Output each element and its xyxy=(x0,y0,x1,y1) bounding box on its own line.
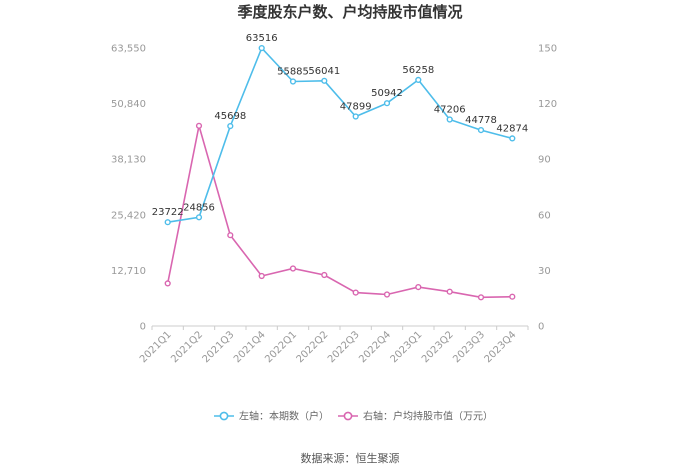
left-series-point xyxy=(164,219,171,226)
right-series-line xyxy=(166,125,513,299)
left-series-point xyxy=(509,135,516,142)
x-tick-label: 2022Q4 xyxy=(357,329,393,365)
data-label: 24856 xyxy=(183,202,215,213)
data-label: 63516 xyxy=(246,33,278,44)
right-series-point xyxy=(446,288,453,295)
right-series-point xyxy=(321,271,328,279)
left-series-point xyxy=(258,44,265,52)
right-axis-tick-label: 120 xyxy=(538,99,557,110)
data-label: 50942 xyxy=(371,88,403,99)
x-tick-label: 2021Q1 xyxy=(138,329,174,365)
right-series-point xyxy=(258,272,265,280)
data-label: 44778 xyxy=(465,115,497,126)
left-series-point xyxy=(195,214,203,221)
data-label: 23722 xyxy=(152,207,184,218)
legend-label: 右轴：户均持股市值（万元） xyxy=(363,410,493,423)
right-series-point xyxy=(164,280,171,287)
right-axis-tick-label: 60 xyxy=(538,210,551,221)
x-tick-label: 2022Q2 xyxy=(295,329,331,365)
left-series-point xyxy=(352,113,359,120)
source-note: 数据来源：恒生聚源 xyxy=(301,451,400,465)
right-series-point xyxy=(289,265,297,272)
right-series-point xyxy=(477,294,485,301)
left-series-point xyxy=(415,76,422,84)
right-series-point xyxy=(195,122,203,129)
x-tick-label: 2022Q1 xyxy=(263,329,299,365)
x-tick-label: 2023Q3 xyxy=(451,329,487,365)
x-tick-label: 2021Q2 xyxy=(169,329,205,365)
right-axis-tick-label: 30 xyxy=(538,266,551,277)
x-tick-label: 2021Q4 xyxy=(232,329,268,365)
data-label: 56041 xyxy=(308,66,340,77)
left-series-point xyxy=(477,127,485,134)
left-series-point xyxy=(446,116,453,123)
legend: 左轴：本期数（户） 右轴：户均持股市值（万元） xyxy=(214,410,493,423)
left-series-point xyxy=(289,78,297,85)
data-label: 55885 xyxy=(277,67,309,78)
right-series-point xyxy=(227,232,234,239)
series-layer: 23722 24856 45698 63516 55885 56041 47899 50942… xyxy=(152,33,528,301)
left-series-point xyxy=(383,100,391,107)
data-label: 42874 xyxy=(496,123,528,134)
x-tick-label: 2023Q2 xyxy=(420,329,456,365)
right-axis-tick-label: 90 xyxy=(538,155,551,166)
left-series-point xyxy=(321,77,328,84)
legend-marker xyxy=(219,411,229,421)
data-label: 45698 xyxy=(214,111,246,122)
x-tick-label: 2021Q3 xyxy=(201,329,237,365)
left-series-point xyxy=(227,122,234,130)
right-series-point xyxy=(509,293,516,300)
left-axis-tick-label: 38,130 xyxy=(111,155,146,166)
legend-marker xyxy=(343,411,353,421)
x-tick-label: 2023Q4 xyxy=(483,329,519,365)
left-axis-tick-label: 63,550 xyxy=(111,44,146,55)
chart-title: 季度股东户数、户均持股市值情况 xyxy=(237,3,462,21)
legend-label: 左轴：本期数（户） xyxy=(239,410,329,423)
right-series-point xyxy=(415,284,422,291)
left-axis-tick-label: 50,840 xyxy=(111,99,146,110)
left-axis-tick-label: 12,710 xyxy=(111,266,146,277)
right-axis-tick-label: 0 xyxy=(538,322,544,333)
right-series-point xyxy=(383,291,391,298)
x-tick-label: 2023Q1 xyxy=(389,329,425,365)
data-label: 47899 xyxy=(340,102,372,113)
left-axis-tick-label: 25,420 xyxy=(111,210,146,221)
x-tick-label: 2022Q3 xyxy=(326,329,362,365)
left-series-line xyxy=(167,46,513,223)
left-axis-tick-label: 0 xyxy=(140,322,146,333)
right-series-point xyxy=(352,289,359,296)
right-axis-tick-label: 150 xyxy=(538,44,557,55)
data-label: 56258 xyxy=(402,65,434,76)
data-label: 47206 xyxy=(434,105,466,116)
